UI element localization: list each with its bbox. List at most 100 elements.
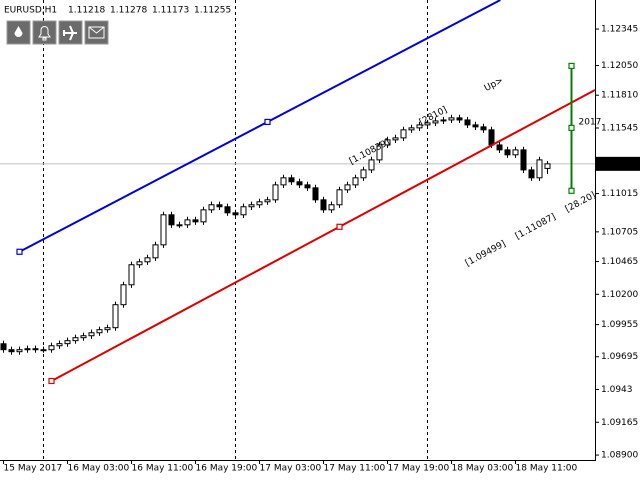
candle-body <box>192 219 199 223</box>
candle-body <box>32 348 39 351</box>
current-price-label: 1.11255 <box>601 159 638 169</box>
candle-body <box>104 327 111 331</box>
x-tick-label: 16 May 11:00 <box>132 464 194 474</box>
candle-body <box>152 244 159 259</box>
symbol: EURUSD,H1 <box>4 6 57 16</box>
toolbar <box>6 20 109 45</box>
candle-body <box>344 184 351 191</box>
y-tick-label: 1.11810 <box>601 91 638 101</box>
low-value: 1.11173 <box>152 6 189 16</box>
candle-body <box>496 144 503 151</box>
candle-body <box>360 169 367 179</box>
range-anchor <box>568 124 575 131</box>
range-anchor <box>568 62 575 70</box>
trade-button[interactable] <box>58 20 83 45</box>
candle-body <box>456 117 463 121</box>
candle-body <box>272 184 279 201</box>
x-tick-label: 16 May 19:00 <box>196 464 258 474</box>
candle-body <box>16 349 23 353</box>
candle-body <box>160 214 167 246</box>
candle-body <box>296 181 303 186</box>
candle-body <box>112 304 119 329</box>
y-tick-label: 1.09955 <box>601 320 638 330</box>
range-anchor <box>568 187 575 194</box>
candle-body <box>352 177 359 186</box>
candle-body <box>384 139 391 146</box>
candle-body <box>72 337 79 342</box>
candle-body <box>488 129 495 146</box>
high-value: 1.11278 <box>110 6 147 16</box>
candle-body <box>528 169 535 179</box>
candle-body <box>144 257 151 263</box>
y-tick-label: 1.09165 <box>601 418 638 428</box>
candle-body <box>512 149 519 156</box>
x-tick-label: 18 May 11:00 <box>516 464 578 474</box>
candle-body <box>8 349 15 353</box>
x-tick-label: 17 May 03:00 <box>260 464 322 474</box>
candle-body <box>264 199 271 203</box>
y-tick-label: 1.11545 <box>601 123 638 133</box>
candle-body <box>304 184 311 189</box>
candle-body <box>136 261 143 266</box>
x-tick-label: 15 May 2017 <box>4 464 63 474</box>
candle-body <box>424 122 431 126</box>
candle-body <box>504 149 511 156</box>
candle-body <box>392 137 399 141</box>
drop-button[interactable] <box>6 20 31 45</box>
candle-body <box>40 349 47 352</box>
candle-body <box>288 177 295 183</box>
trendline-anchor <box>16 248 23 255</box>
y-tick-label: 1.12050 <box>601 61 638 71</box>
period-separators <box>43 0 428 460</box>
candle-body <box>88 332 95 337</box>
candle-body <box>208 204 215 211</box>
y-tick-label: 1.0943 <box>601 385 633 395</box>
trendline-anchor <box>264 118 271 126</box>
candle-body <box>328 204 335 211</box>
candle-body <box>480 126 487 131</box>
candle-body <box>336 189 343 206</box>
candle-body <box>216 204 223 208</box>
candle-body <box>224 206 231 214</box>
candle-body <box>520 149 527 171</box>
candle-body <box>80 335 87 339</box>
candle-body <box>312 187 319 201</box>
open-value: 1.11218 <box>68 6 105 16</box>
alert-button[interactable] <box>32 20 57 45</box>
x-tick-label: 16 May 03:00 <box>68 464 130 474</box>
candle-body <box>544 163 551 169</box>
x-tick-label: 17 May 11:00 <box>324 464 386 474</box>
candle-body <box>56 343 63 347</box>
trendline-anchor <box>48 377 55 385</box>
candle-body <box>24 348 31 351</box>
close-value: 1.11255 <box>194 6 231 16</box>
current-price-tag <box>596 156 640 171</box>
candle-body <box>400 129 407 139</box>
x-tick-label: 18 May 03:00 <box>452 464 514 474</box>
y-tick-label: 1.12345 <box>601 25 638 35</box>
candle-body <box>64 340 71 345</box>
candle-body <box>416 124 423 129</box>
candle-body <box>168 214 175 226</box>
trendline <box>51 89 596 382</box>
trendline <box>19 0 501 253</box>
candle-body <box>440 119 447 122</box>
candle-body <box>280 177 287 186</box>
candle-body <box>408 127 415 131</box>
candle-body <box>48 345 55 351</box>
mail-button[interactable] <box>84 20 109 45</box>
candle-body <box>472 124 479 128</box>
candle-body <box>128 264 135 286</box>
candle-body <box>432 120 439 124</box>
candle-body <box>448 117 455 121</box>
candle-body <box>464 119 471 126</box>
y-tick-label: 1.11015 <box>601 189 638 199</box>
trendline-anchor <box>336 223 343 230</box>
candle-body <box>376 144 383 161</box>
candle-body <box>176 224 183 227</box>
candle-body <box>232 212 239 216</box>
candle-body <box>200 209 207 223</box>
candle-body <box>368 159 375 171</box>
